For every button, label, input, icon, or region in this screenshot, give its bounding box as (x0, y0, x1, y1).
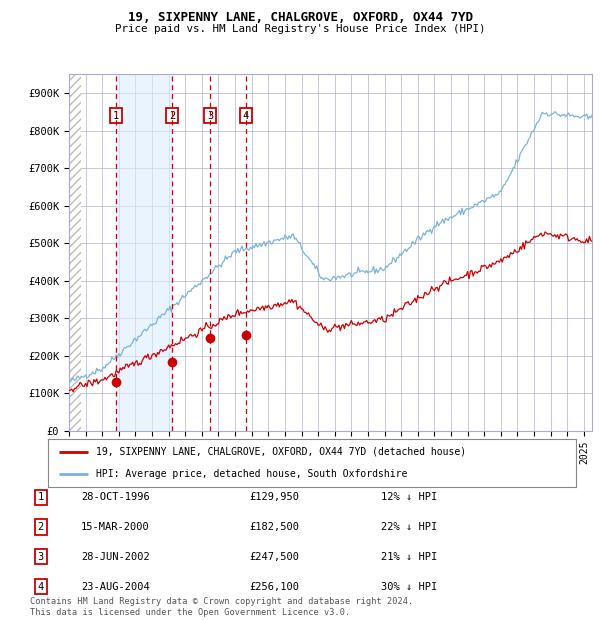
Text: 28-JUN-2002: 28-JUN-2002 (81, 552, 150, 562)
Text: 4: 4 (243, 111, 249, 121)
Bar (116, 74, 172, 431)
Text: 4: 4 (38, 582, 44, 591)
Text: 22% ↓ HPI: 22% ↓ HPI (381, 522, 437, 532)
Text: Price paid vs. HM Land Registry's House Price Index (HPI): Price paid vs. HM Land Registry's House … (115, 24, 485, 33)
Text: HPI: Average price, detached house, South Oxfordshire: HPI: Average price, detached house, Sout… (95, 469, 407, 479)
Text: 1: 1 (38, 492, 44, 502)
Text: 3: 3 (38, 552, 44, 562)
Text: 12% ↓ HPI: 12% ↓ HPI (381, 492, 437, 502)
Text: £247,500: £247,500 (249, 552, 299, 562)
Text: 3: 3 (207, 111, 213, 121)
Text: 23-AUG-2004: 23-AUG-2004 (81, 582, 150, 591)
Text: 21% ↓ HPI: 21% ↓ HPI (381, 552, 437, 562)
Text: £256,100: £256,100 (249, 582, 299, 591)
Text: Contains HM Land Registry data © Crown copyright and database right 2024.
This d: Contains HM Land Registry data © Crown c… (30, 598, 413, 617)
Bar (69, 74, 80, 431)
Text: £129,950: £129,950 (249, 492, 299, 502)
Text: £182,500: £182,500 (249, 522, 299, 532)
Text: 30% ↓ HPI: 30% ↓ HPI (381, 582, 437, 591)
Text: 15-MAR-2000: 15-MAR-2000 (81, 522, 150, 532)
Text: 19, SIXPENNY LANE, CHALGROVE, OXFORD, OX44 7YD: 19, SIXPENNY LANE, CHALGROVE, OXFORD, OX… (128, 11, 473, 24)
Text: 2: 2 (169, 111, 175, 121)
Text: 1: 1 (113, 111, 119, 121)
Text: 2: 2 (38, 522, 44, 532)
Text: 28-OCT-1996: 28-OCT-1996 (81, 492, 150, 502)
Text: 19, SIXPENNY LANE, CHALGROVE, OXFORD, OX44 7YD (detached house): 19, SIXPENNY LANE, CHALGROVE, OXFORD, OX… (95, 447, 466, 457)
